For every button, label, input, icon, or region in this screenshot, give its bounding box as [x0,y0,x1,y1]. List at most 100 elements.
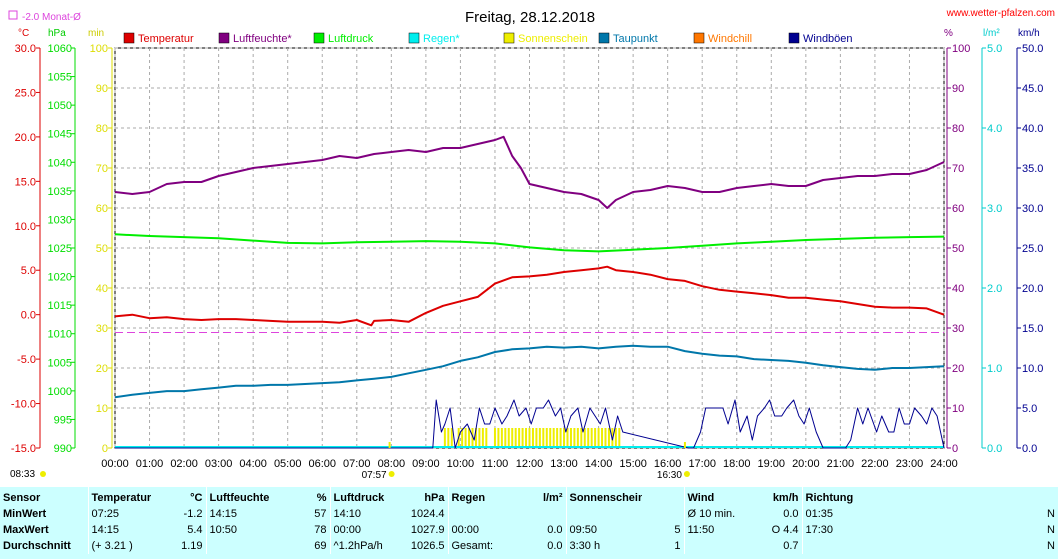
axis-tick-label: 10.0 [1022,363,1043,375]
axis-rain: 5.0 4.0 3.0 2.0 1.0 0.0 [981,43,1002,455]
axis-tick-label: 4.0 [987,123,1002,135]
stats-cell: 01:35 [801,506,882,522]
stats-cell [642,506,684,522]
stats-cell: 10:50 [205,522,276,538]
axis-tick-label: 20.0 [1022,283,1043,295]
stats-cell: 0.7 [783,540,799,552]
axis-tick-label: 40.0 [1022,123,1043,135]
series-line-temperatur [114,265,945,327]
sunshine-bar [518,428,521,448]
month-avg-label: -2.0 Monat-Ø [22,12,81,23]
x-tick-label: 12:00 [516,458,544,470]
axis-tick-label: 15.0 [15,176,36,188]
sunshine-bar [493,428,496,448]
axis-tick-label: 40 [952,283,964,295]
sunshine-bar [474,428,477,448]
stats-row: MinWert 07:25 -1.2 14:15 57 14:10 1024.4 Ø 10 m… [0,506,1058,522]
axis-tick-label: 80 [952,123,964,135]
stats-cell: Richtung [801,487,882,506]
sun-event-dot [388,471,395,477]
axis-tick-label: 50 [96,243,108,255]
sun-event-label: 16:30 [657,470,682,481]
axis-tick-label: -5.0 [17,354,36,366]
stats-cell [518,506,566,522]
x-tick-label: 04:00 [239,458,267,470]
sunshine-bar [569,428,572,448]
sunshine-bar [590,428,593,448]
sunshine-bar [545,428,548,448]
axis-tick-label: 60 [952,203,964,215]
legend-label: Sonnenschein [518,33,588,45]
axis-tick-label: 1.0 [987,363,1002,375]
month-avg-legend-box [8,10,18,20]
axis-tick-label: 80 [96,123,108,135]
sunshine-bar [447,428,450,448]
sunshine-bar [497,428,500,448]
axis-tick-label: 20.0 [15,132,36,144]
sunshine-bar [618,428,621,448]
axis-tick-label: 1005 [48,357,72,369]
series-lines [114,135,945,449]
stats-cell: (+ 3.21 ) [87,538,158,554]
axis-tick-label: 35.0 [1022,163,1043,175]
legend-swatch [503,32,515,44]
axis-tick-label: 15.0 [1022,323,1043,335]
sunshine-bar [481,428,484,448]
extra-time-label: 08:33 [10,469,35,480]
axis-tick-label: 1015 [48,300,72,312]
axis-tick-label: 1010 [48,329,72,341]
stats-cell: O 4.4 [771,524,799,536]
axis-tick-label: 90 [96,83,108,95]
axis-tick-label: 20 [96,363,108,375]
x-tick-label: 06:00 [308,458,336,470]
axis-tick-label: 90 [952,83,964,95]
axis-tick-label: 40 [96,283,108,295]
x-tick-label: 16:00 [654,458,682,470]
stats-cell: 3:30 h [565,538,642,554]
sunshine-bar [538,428,541,448]
axis-tick-label: 1030 [48,214,72,226]
stats-table: Sensor Temperatur °C Luftfeuchte% Luftdruck h… [0,487,1058,559]
axis-tick-label: 0.0 [987,443,1002,455]
stats-cell: 57 [314,508,327,520]
stats-cell: 07:25 [87,506,158,522]
stats-cell: 14:15 [205,506,276,522]
stats-cell: 00:00 [447,522,518,538]
axis-tick-label: 995 [54,414,72,426]
axis-tick-label: 30.0 [1022,203,1043,215]
axis-tick-label: 60 [96,203,108,215]
series-line-taupunkt [114,344,945,399]
axis-tick-label: 1050 [48,100,72,112]
sunshine-bar [556,428,559,448]
axis-tick-label: 30 [952,323,964,335]
legend-label: Luftdruck [328,33,374,45]
sunshine-bar [500,428,503,448]
axis-tick-label: 30.0 [15,43,36,55]
stats-cell: N [1047,524,1055,536]
unit-temp: °C [18,28,29,39]
legend: Temperatur Luftfeuchte* Luftdruck Regen* Son… [123,32,853,45]
axis-tick-label: 0 [952,443,958,455]
unit-rain: l/m² [983,28,1000,39]
site-link[interactable]: www.wetter-pfalzen.com [946,8,1055,19]
sunshine-bar [604,428,607,448]
sunshine-bar [485,428,488,448]
stats-cell: Temperatur [87,487,158,506]
axis-tick-label: 3.0 [987,203,1002,215]
axis-tick-label: 0.0 [1022,443,1037,455]
stats-cell [205,538,276,554]
x-tick-label: 03:00 [205,458,233,470]
stats-cell: Wind [683,487,760,506]
stats-cell: 14:15 [87,522,158,538]
legend-swatch [218,32,230,44]
stats-cell: % [316,492,327,504]
axis-tick-label: 10.0 [15,221,36,233]
stats-cell: 1027.9 [410,524,445,536]
x-tick-label: 10:00 [447,458,475,470]
stats-cell [642,487,684,506]
sunshine-bar [583,428,586,448]
sunshine-bar [597,428,600,448]
sunshine-bar [559,428,562,448]
x-tick-label: 07:00 [343,458,371,470]
